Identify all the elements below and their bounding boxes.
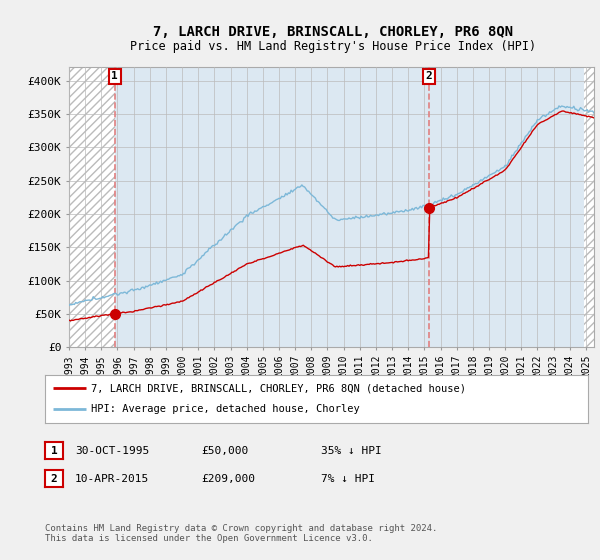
Text: 7% ↓ HPI: 7% ↓ HPI <box>321 474 375 484</box>
Text: 7, LARCH DRIVE, BRINSCALL, CHORLEY, PR6 8QN (detached house): 7, LARCH DRIVE, BRINSCALL, CHORLEY, PR6 … <box>91 383 466 393</box>
Text: 1: 1 <box>50 446 58 456</box>
Text: 30-OCT-1995: 30-OCT-1995 <box>75 446 149 456</box>
Text: 7, LARCH DRIVE, BRINSCALL, CHORLEY, PR6 8QN: 7, LARCH DRIVE, BRINSCALL, CHORLEY, PR6 … <box>153 25 513 39</box>
Text: £50,000: £50,000 <box>201 446 248 456</box>
Text: 1: 1 <box>112 71 118 81</box>
Text: Contains HM Land Registry data © Crown copyright and database right 2024.
This d: Contains HM Land Registry data © Crown c… <box>45 524 437 543</box>
Text: HPI: Average price, detached house, Chorley: HPI: Average price, detached house, Chor… <box>91 404 360 414</box>
Text: 35% ↓ HPI: 35% ↓ HPI <box>321 446 382 456</box>
Text: £209,000: £209,000 <box>201 474 255 484</box>
Text: 2: 2 <box>50 474 58 484</box>
Text: Price paid vs. HM Land Registry's House Price Index (HPI): Price paid vs. HM Land Registry's House … <box>130 40 536 53</box>
Text: 10-APR-2015: 10-APR-2015 <box>75 474 149 484</box>
Text: 2: 2 <box>425 71 432 81</box>
